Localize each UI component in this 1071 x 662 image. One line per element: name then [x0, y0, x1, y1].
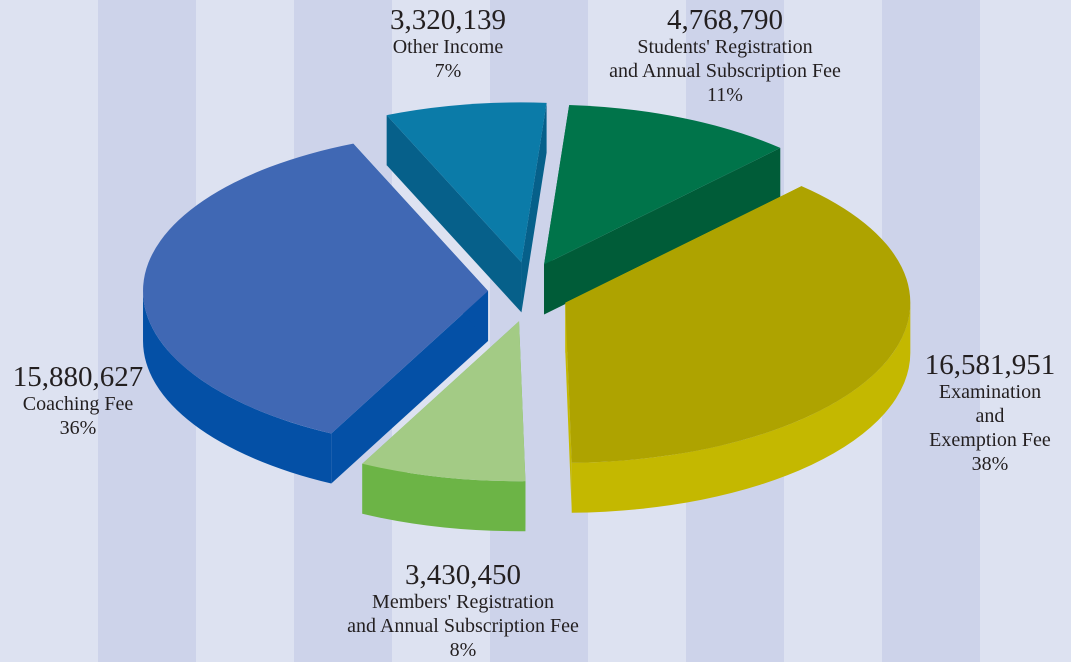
percentage-label: 11%: [707, 84, 743, 106]
slice-tops: [143, 102, 911, 482]
slice-side: [544, 147, 781, 315]
category-label: Members' Registration and Annual Subscri…: [347, 591, 579, 637]
slice-wall: [143, 290, 332, 484]
category-label: Coaching Fee: [22, 393, 134, 415]
data-label: 3,320,139 Other Income 7%: [390, 5, 506, 83]
slice: [565, 186, 911, 463]
category-label: Examination and Exemption Fee: [929, 381, 1051, 451]
category-label: Other Income: [392, 36, 504, 58]
data-label: 3,430,450 Members' Registration and Annua…: [347, 560, 579, 662]
data-label: 4,768,790 Students' Registration and Annu…: [609, 5, 841, 107]
slice: [362, 321, 526, 482]
percentage-label: 36%: [59, 417, 97, 439]
percentage-label: 7%: [434, 60, 462, 82]
slice: [143, 143, 489, 434]
value-label: 4,768,790: [666, 4, 783, 36]
data-label: 16,581,951 Examination and Exemption Fee 3…: [925, 350, 1056, 476]
slice: [544, 104, 781, 265]
slice-wall: [362, 463, 526, 532]
slice-side: [331, 290, 489, 484]
slice-wall: [571, 302, 911, 513]
value-label: 3,320,139: [390, 4, 506, 36]
value-label: 16,581,951: [924, 349, 1056, 381]
percentage-label: 38%: [971, 453, 1009, 475]
value-label: 15,880,627: [12, 361, 144, 393]
slice: [386, 102, 547, 263]
percentage-label: 8%: [449, 639, 477, 661]
category-label: Students' Registration and Annual Subscr…: [609, 36, 841, 82]
slice-side: [386, 115, 522, 313]
value-label: 3,430,450: [404, 559, 521, 591]
slice-side: [521, 102, 547, 313]
data-label: 15,880,627 Coaching Fee 36%: [13, 362, 144, 440]
slice-side: [565, 302, 572, 513]
